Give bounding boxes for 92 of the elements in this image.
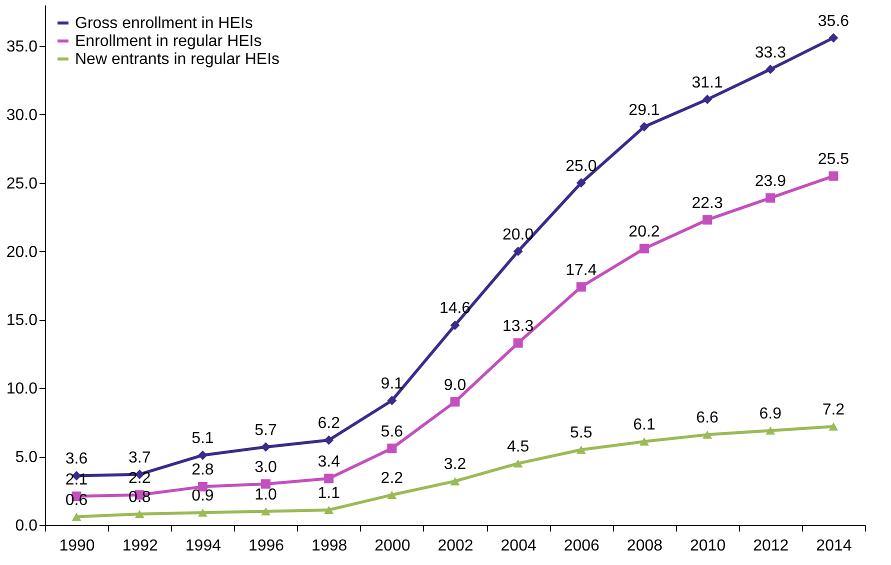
point bbox=[387, 396, 397, 406]
data-label: 31.1 bbox=[692, 74, 723, 92]
data-label: 1.0 bbox=[254, 486, 277, 504]
y-tick-label: 5.0 bbox=[15, 449, 38, 466]
point bbox=[450, 477, 460, 486]
data-label: 33.3 bbox=[754, 44, 786, 62]
data-label: 2.8 bbox=[192, 462, 214, 479]
x-tick-label: 2004 bbox=[500, 538, 536, 554]
legend-label: Gross enrollment in HEIs bbox=[75, 15, 253, 32]
x-tick-label: 2006 bbox=[564, 538, 600, 554]
legend-label: Enrollment in regular HEIs bbox=[75, 33, 262, 50]
point bbox=[828, 171, 838, 181]
point bbox=[639, 244, 649, 254]
point bbox=[576, 282, 586, 292]
data-label: 6.1 bbox=[633, 416, 656, 434]
data-label: 3.7 bbox=[128, 449, 151, 466]
x-tick-label: 1994 bbox=[185, 538, 222, 554]
x-tick-label: 1998 bbox=[312, 538, 348, 554]
legend-label: New entrants in regular HEIs bbox=[75, 51, 280, 68]
y-tick-label: 15.0 bbox=[6, 312, 38, 330]
point bbox=[513, 338, 523, 348]
point bbox=[639, 437, 649, 446]
y-tick-label: 20.0 bbox=[6, 244, 38, 261]
data-label: 22.3 bbox=[692, 194, 723, 212]
point bbox=[261, 442, 271, 452]
point bbox=[576, 446, 586, 454]
point bbox=[513, 459, 523, 468]
data-label: 29.1 bbox=[628, 102, 660, 119]
data-label: 20.0 bbox=[502, 226, 534, 244]
data-label: 7.2 bbox=[822, 401, 845, 418]
y-tick-label: 30.0 bbox=[6, 106, 38, 124]
point bbox=[702, 215, 712, 225]
point bbox=[828, 422, 838, 431]
data-label: 6.6 bbox=[696, 410, 719, 427]
data-label: 20.2 bbox=[628, 224, 660, 241]
data-label: 3.4 bbox=[318, 453, 340, 470]
data-label: 13.3 bbox=[502, 318, 534, 335]
point bbox=[261, 507, 271, 516]
point bbox=[324, 474, 334, 484]
data-label: 3.0 bbox=[254, 458, 277, 476]
point bbox=[766, 193, 776, 203]
x-tick-label: 2010 bbox=[690, 538, 726, 554]
point bbox=[198, 450, 208, 460]
point bbox=[324, 435, 334, 445]
data-label: 6.2 bbox=[318, 415, 340, 432]
data-label: 3.6 bbox=[65, 450, 88, 468]
data-label: 5.6 bbox=[380, 423, 404, 440]
y-tick-label: 0.0 bbox=[15, 518, 38, 534]
x-tick-label: 1996 bbox=[248, 538, 284, 554]
data-label: 4.5 bbox=[506, 438, 530, 456]
y-tick-label: 25.0 bbox=[6, 175, 38, 192]
data-label: 3.2 bbox=[444, 456, 466, 474]
point bbox=[766, 64, 776, 74]
point bbox=[387, 490, 397, 500]
point bbox=[828, 33, 838, 43]
data-label: 5.7 bbox=[254, 422, 277, 439]
data-label: 2.2 bbox=[380, 470, 404, 487]
point bbox=[198, 508, 208, 517]
point bbox=[72, 512, 82, 521]
x-tick-label: 2012 bbox=[753, 538, 789, 554]
x-tick-label: 2002 bbox=[438, 538, 474, 554]
point bbox=[261, 479, 271, 489]
point bbox=[639, 122, 649, 132]
point bbox=[513, 246, 523, 256]
point bbox=[324, 506, 334, 514]
point bbox=[576, 178, 586, 188]
point bbox=[766, 426, 776, 435]
point bbox=[387, 444, 397, 454]
point bbox=[450, 320, 460, 330]
y-tick-label: 35.0 bbox=[6, 38, 38, 56]
data-label: 5.5 bbox=[570, 424, 592, 442]
x-tick-label: 1992 bbox=[122, 538, 158, 554]
data-label: 23.9 bbox=[754, 172, 786, 190]
data-label: 17.4 bbox=[566, 262, 597, 279]
data-label: 35.6 bbox=[818, 12, 850, 30]
point bbox=[702, 430, 712, 439]
x-tick-label: 2008 bbox=[626, 538, 663, 554]
data-label: 25.0 bbox=[566, 158, 597, 175]
data-label: 9.0 bbox=[444, 376, 466, 394]
data-label: 6.9 bbox=[759, 406, 782, 423]
x-tick-label: 2014 bbox=[816, 538, 852, 554]
data-label: 0.9 bbox=[192, 488, 214, 505]
point bbox=[134, 510, 144, 518]
y-tick-label: 10.0 bbox=[6, 380, 38, 398]
point bbox=[702, 94, 712, 104]
data-label: 5.1 bbox=[192, 430, 214, 448]
data-label: 9.1 bbox=[380, 375, 404, 392]
x-tick-label: 1990 bbox=[59, 538, 95, 554]
data-label: 1.1 bbox=[318, 484, 340, 502]
x-tick-label: 2000 bbox=[374, 538, 410, 554]
point bbox=[450, 397, 460, 407]
data-label: 25.5 bbox=[818, 151, 850, 168]
